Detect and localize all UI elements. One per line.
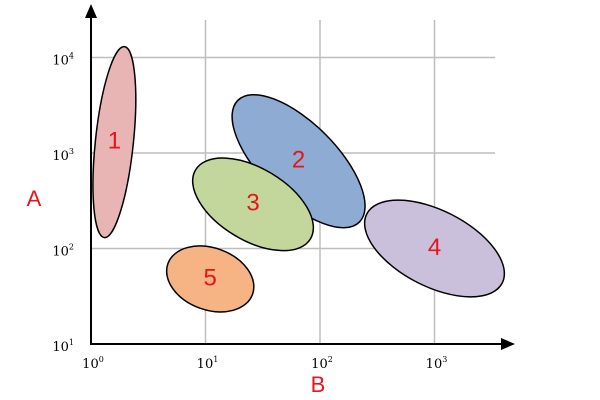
y-tick-label: 102 [52,243,74,260]
y-axis-arrowhead [85,4,97,18]
region-2-label: 2 [292,147,305,174]
region-4-ellipse [363,199,506,298]
x-axis-title: B [311,372,326,397]
region-5-ellipse [165,245,255,313]
y-tick-label: 101 [52,338,74,355]
x-axis-arrowhead [501,338,515,350]
region-ellipses: 1 2 3 4 5 [92,45,506,313]
x-tick-label: 103 [426,355,448,372]
y-axis-title: A [27,186,42,211]
region-1-ellipse [92,45,137,239]
region-1-label: 1 [108,127,121,154]
axes [85,4,515,350]
region-4-label: 4 [428,234,441,261]
region-3-label: 3 [246,190,259,217]
x-tick-label: 102 [311,355,333,372]
x-tick-label: 101 [197,355,219,372]
region-5-label: 5 [204,264,217,291]
tick-labels: 100 101 102 103 101 102 103 104 [52,52,447,373]
region-3-ellipse [191,157,315,252]
y-tick-label: 103 [52,147,74,164]
x-tick-label: 100 [82,355,104,372]
y-tick-label: 104 [52,52,74,69]
